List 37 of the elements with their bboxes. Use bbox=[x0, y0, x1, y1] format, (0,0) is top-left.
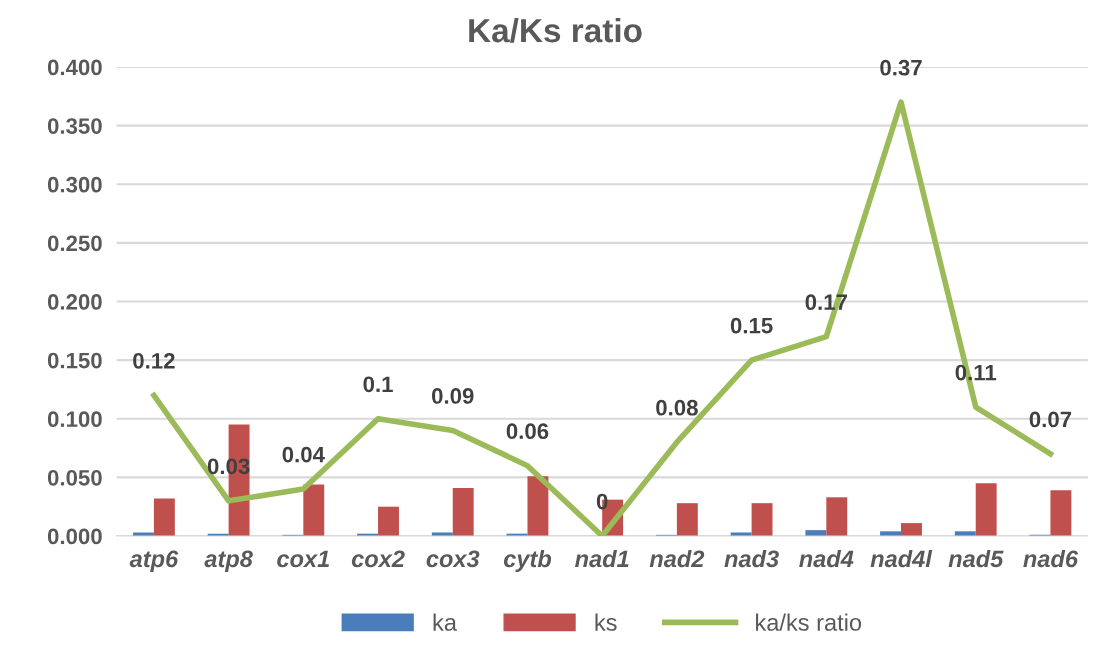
y-tick-label: 0.100 bbox=[47, 411, 102, 428]
y-tick-label: 0.300 bbox=[47, 176, 102, 193]
legend-label: ka bbox=[433, 613, 457, 631]
x-tick-label: atp8 bbox=[204, 550, 253, 572]
x-tick-label: cytb bbox=[503, 549, 552, 572]
y-tick-label: 0.200 bbox=[47, 294, 102, 310]
legend-label: ks bbox=[595, 613, 617, 631]
x-tick-label: nad6 bbox=[1023, 549, 1079, 568]
data-label: 0.1 bbox=[363, 376, 393, 393]
y-tick-label: 0.250 bbox=[47, 235, 102, 252]
legend-label: ka/ks ratio bbox=[756, 613, 862, 631]
data-label: 0.37 bbox=[880, 59, 922, 76]
y-tick-label: 0.150 bbox=[47, 352, 102, 369]
chart-title: Ka/Ks ratio bbox=[469, 17, 642, 43]
data-label: 0.07 bbox=[1029, 411, 1072, 428]
x-tick-label: cox3 bbox=[426, 550, 480, 568]
x-tick-label: atp6 bbox=[129, 550, 179, 572]
x-tick-label: nad4 bbox=[799, 549, 854, 568]
x-tick-label: nad4l bbox=[870, 549, 933, 568]
data-label: 0.12 bbox=[133, 352, 175, 369]
x-tick-label: nad2 bbox=[649, 549, 705, 568]
data-label: 0 bbox=[596, 493, 608, 510]
data-label: 0.06 bbox=[506, 423, 549, 440]
x-tick-label: cox2 bbox=[351, 550, 405, 568]
y-tick-label: 0.050 bbox=[47, 469, 102, 486]
y-tick-label: 0.400 bbox=[47, 59, 102, 76]
data-label: 0.03 bbox=[207, 458, 250, 475]
y-tick-label: 0.350 bbox=[47, 118, 102, 134]
y-tick-label: 0.000 bbox=[47, 528, 102, 545]
x-tick-label: cox1 bbox=[277, 550, 329, 568]
data-label: 0.08 bbox=[656, 399, 698, 416]
data-label: 0.15 bbox=[730, 317, 773, 334]
data-label: 0.09 bbox=[432, 388, 474, 404]
x-tick-label: nad5 bbox=[948, 549, 1004, 568]
data-label: 0.04 bbox=[282, 446, 325, 463]
x-tick-label: nad3 bbox=[724, 549, 779, 568]
x-tick-label: nad1 bbox=[575, 549, 629, 568]
